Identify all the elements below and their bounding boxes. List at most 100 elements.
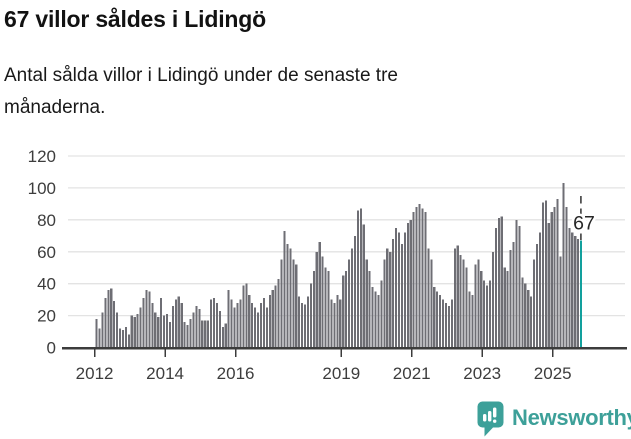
icon-exclamation-dot bbox=[493, 419, 497, 423]
bar bbox=[456, 245, 459, 348]
bar bbox=[121, 329, 125, 348]
bar bbox=[541, 202, 544, 348]
bar bbox=[412, 211, 415, 348]
bar bbox=[433, 286, 436, 348]
bar bbox=[251, 302, 254, 348]
bar bbox=[509, 250, 512, 348]
bar bbox=[556, 199, 559, 348]
bar bbox=[447, 306, 450, 348]
bar-chart: 0 20 40 60 80 100 120 2012 2014 2016 2019 2021 2023 2… bbox=[28, 147, 627, 383]
bar bbox=[113, 301, 116, 348]
bar bbox=[283, 231, 286, 348]
bar bbox=[298, 296, 301, 348]
bar bbox=[377, 294, 380, 348]
bar bbox=[151, 302, 154, 348]
bar bbox=[210, 299, 213, 348]
bar bbox=[371, 286, 374, 348]
bar bbox=[254, 307, 257, 348]
bar bbox=[239, 299, 242, 348]
bar bbox=[350, 248, 354, 348]
bar bbox=[271, 290, 274, 348]
bar bbox=[168, 322, 172, 348]
bar bbox=[565, 207, 568, 348]
bar bbox=[462, 259, 465, 348]
bar bbox=[483, 280, 486, 348]
y-axis-label: 60 bbox=[37, 243, 56, 262]
bar bbox=[315, 251, 318, 348]
x-axis-label: 2019 bbox=[322, 364, 360, 383]
bar bbox=[207, 320, 210, 348]
bar bbox=[233, 307, 236, 348]
bar bbox=[157, 317, 160, 348]
bar bbox=[459, 254, 462, 348]
bar bbox=[488, 280, 492, 348]
bar bbox=[212, 298, 216, 348]
bar bbox=[245, 283, 248, 348]
bar bbox=[500, 216, 503, 348]
bar bbox=[400, 243, 403, 348]
bar bbox=[274, 285, 277, 348]
newsworthy-logo: Newsworthy bbox=[477, 400, 631, 437]
bar bbox=[427, 248, 430, 348]
y-axis-label: 0 bbox=[47, 339, 56, 358]
annotation-value: 67 bbox=[573, 213, 595, 235]
bar bbox=[538, 232, 542, 348]
bar bbox=[550, 211, 553, 348]
bar bbox=[160, 298, 163, 348]
bar bbox=[101, 312, 104, 348]
y-axis-label: 120 bbox=[28, 147, 56, 166]
bar bbox=[127, 334, 130, 348]
bar bbox=[403, 232, 406, 348]
bar bbox=[553, 207, 556, 348]
bar bbox=[186, 325, 189, 348]
bar bbox=[154, 312, 157, 348]
bar bbox=[303, 304, 307, 348]
bar bbox=[330, 299, 333, 348]
bar bbox=[362, 224, 365, 348]
x-axis-label: 2016 bbox=[217, 364, 255, 383]
bar bbox=[324, 267, 327, 348]
bar bbox=[471, 294, 474, 348]
bar bbox=[368, 270, 371, 348]
bar bbox=[192, 312, 195, 348]
bar bbox=[453, 248, 456, 348]
bar bbox=[230, 299, 233, 348]
bar bbox=[477, 259, 480, 348]
bar bbox=[497, 218, 500, 348]
bar bbox=[259, 302, 263, 348]
bar bbox=[392, 239, 395, 348]
bar bbox=[506, 270, 509, 348]
x-axis-label: 2021 bbox=[393, 364, 431, 383]
bar bbox=[527, 290, 530, 348]
bar bbox=[418, 203, 421, 348]
bar bbox=[333, 302, 336, 348]
bar bbox=[104, 298, 107, 348]
bar bbox=[342, 275, 345, 348]
bar bbox=[165, 314, 169, 348]
bar bbox=[309, 283, 312, 348]
bar bbox=[424, 211, 427, 348]
bar bbox=[389, 251, 392, 348]
bar bbox=[201, 320, 204, 348]
bar bbox=[306, 296, 310, 348]
highlight-bar bbox=[580, 240, 583, 348]
y-axis-label: 40 bbox=[37, 275, 56, 294]
bar bbox=[577, 239, 580, 348]
bar bbox=[474, 264, 477, 348]
icon-bar-2 bbox=[488, 411, 492, 422]
bar bbox=[365, 259, 368, 348]
bar bbox=[571, 232, 574, 348]
bar bbox=[562, 183, 565, 348]
bar bbox=[116, 312, 119, 348]
x-axis-label: 2025 bbox=[534, 364, 572, 383]
bar bbox=[544, 200, 547, 348]
bar bbox=[406, 223, 409, 348]
brand-name: Newsworthy bbox=[512, 405, 631, 430]
bar bbox=[503, 267, 506, 348]
bar bbox=[107, 290, 110, 348]
bar bbox=[171, 306, 174, 348]
bar bbox=[177, 296, 180, 348]
bar bbox=[318, 242, 321, 348]
bar bbox=[348, 259, 351, 348]
bar bbox=[236, 302, 239, 348]
